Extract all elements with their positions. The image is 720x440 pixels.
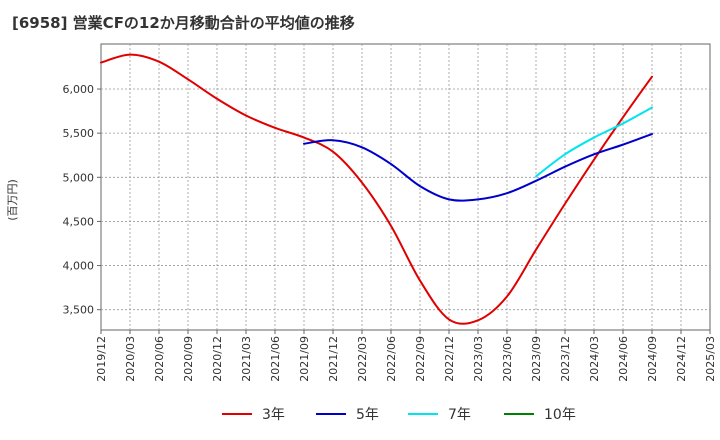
x-tick-label: 2024/12 — [675, 336, 688, 382]
x-tick-label: 2022/06 — [385, 336, 398, 382]
x-axis-ticks: 2019/12 2020/03 2020/06 2020/09 2020/12 2021/… — [95, 330, 717, 382]
series-lines — [100, 53, 653, 325]
x-tick-label: 2021/06 — [269, 336, 282, 382]
legend-label: 5年 — [356, 407, 379, 423]
x-tick-label: 2020/12 — [211, 336, 224, 382]
series-line-3年 — [100, 53, 653, 325]
x-tick-label: 2023/03 — [472, 336, 485, 382]
x-tick-label: 2022/03 — [356, 336, 369, 382]
plot-area — [100, 43, 711, 331]
y-axis-label: (百万円) — [6, 179, 19, 221]
x-tick-label: 2021/09 — [298, 336, 311, 382]
x-tick-label: 2023/06 — [501, 336, 514, 382]
x-tick-label: 2021/03 — [240, 336, 253, 382]
x-tick-label: 2024/06 — [617, 336, 630, 382]
x-tick-label: 2024/03 — [588, 336, 601, 382]
x-tick-label: 2021/12 — [327, 336, 340, 382]
y-tick-label: 6,000 — [63, 83, 95, 96]
y-tick-label: 4,000 — [63, 260, 95, 273]
x-tick-label: 2023/09 — [530, 336, 543, 382]
y-tick-label: 5,500 — [63, 127, 95, 140]
y-axis-ticks: 3,500 4,000 4,500 5,000 5,500 6,000 — [63, 83, 101, 317]
x-tick-label: 2022/09 — [414, 336, 427, 382]
series-line-5年 — [303, 133, 653, 202]
chart-title: [6958] 営業CFの12か月移動合計の平均値の推移 — [12, 14, 355, 32]
legend-label: 10年 — [544, 407, 576, 423]
x-tick-label: 2022/12 — [443, 336, 456, 382]
x-tick-label: 2020/09 — [182, 336, 195, 382]
legend-label: 3年 — [262, 407, 285, 423]
x-tick-label: 2020/03 — [124, 336, 137, 382]
series-line-7年 — [535, 106, 653, 178]
x-tick-label: 2019/12 — [95, 336, 108, 382]
legend-label: 7年 — [448, 407, 471, 423]
y-tick-label: 3,500 — [63, 304, 95, 317]
y-tick-label: 4,500 — [63, 215, 95, 228]
x-tick-label: 2025/03 — [704, 336, 717, 382]
legend: 3年 5年 7年 10年 — [222, 407, 576, 423]
y-tick-label: 5,000 — [63, 171, 95, 184]
x-tick-label: 2023/12 — [559, 336, 572, 382]
x-tick-label: 2024/09 — [646, 336, 659, 382]
x-tick-label: 2020/06 — [153, 336, 166, 382]
